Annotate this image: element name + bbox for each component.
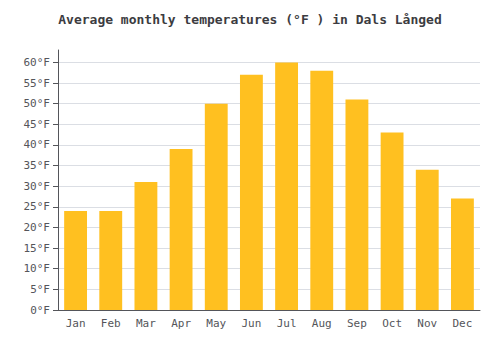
svg-text:Apr: Apr	[171, 317, 191, 330]
svg-text:Dec: Dec	[452, 317, 472, 330]
svg-text:Sep: Sep	[347, 317, 367, 330]
svg-text:55°F: 55°F	[24, 77, 51, 90]
svg-text:40°F: 40°F	[24, 138, 51, 151]
svg-text:Aug: Aug	[312, 317, 332, 330]
svg-text:45°F: 45°F	[24, 118, 51, 131]
svg-text:20°F: 20°F	[24, 221, 51, 234]
svg-text:Jan: Jan	[66, 317, 86, 330]
svg-text:60°F: 60°F	[24, 56, 51, 69]
svg-text:May: May	[206, 317, 226, 330]
svg-text:Oct: Oct	[382, 317, 402, 330]
svg-text:15°F: 15°F	[24, 242, 51, 255]
svg-text:25°F: 25°F	[24, 200, 51, 213]
svg-text:Feb: Feb	[101, 317, 121, 330]
svg-text:Jul: Jul	[277, 317, 297, 330]
svg-text:Nov: Nov	[417, 317, 437, 330]
svg-text:50°F: 50°F	[24, 97, 51, 110]
svg-text:5°F: 5°F	[30, 283, 50, 296]
svg-text:0°F: 0°F	[30, 304, 50, 317]
svg-text:Average monthly temperatures (: Average monthly temperatures (°F ) in Da…	[58, 12, 442, 27]
svg-text:Mar: Mar	[136, 317, 156, 330]
svg-text:Jun: Jun	[241, 317, 261, 330]
svg-text:35°F: 35°F	[24, 159, 51, 172]
svg-text:10°F: 10°F	[24, 262, 51, 275]
svg-text:30°F: 30°F	[24, 180, 51, 193]
